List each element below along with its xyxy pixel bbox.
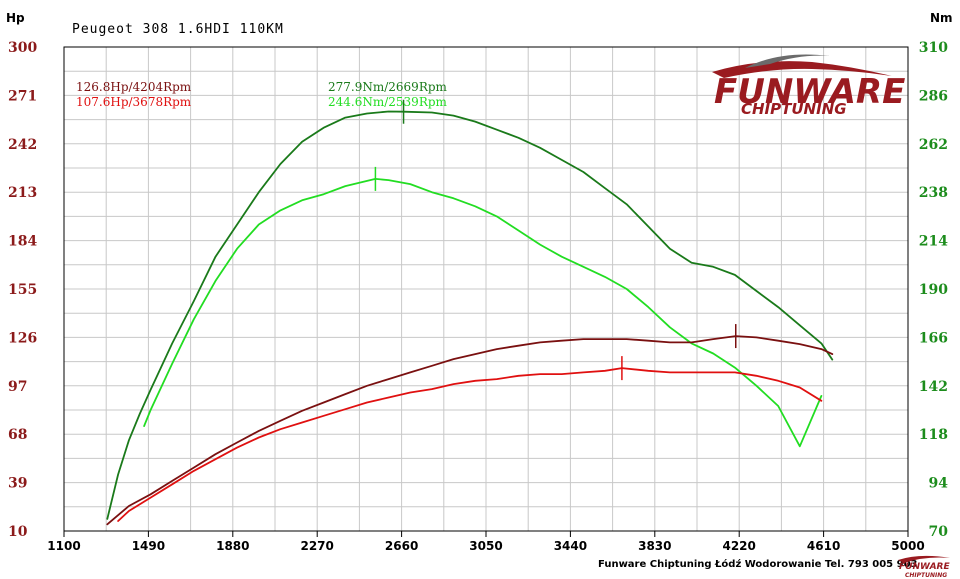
x-tick-label: 1490: [132, 539, 165, 553]
y-right-tick-label: 238: [919, 185, 948, 201]
x-tick-label: 2270: [300, 539, 333, 553]
funware-logo: FUNWARE CHIPTUNING: [712, 54, 905, 118]
y-left-tick-label: 10: [8, 524, 28, 540]
grid: [63, 46, 909, 532]
y-left-tick-label: 300: [8, 40, 37, 56]
x-tick-label: 3830: [638, 539, 671, 553]
series-line-0: [106, 110, 834, 520]
x-tick-label: 3050: [469, 539, 502, 553]
y-left-tick-labels: 10 39 68 97 126 155 184 213 242 271 300: [8, 40, 37, 540]
y-right-tick-label: 190: [919, 282, 948, 298]
y-right-tick-labels: 70 94 118 142 166 190 214 238 262 286 310: [919, 40, 948, 540]
y-left-unit-label: Hp: [6, 11, 25, 25]
x-tick-label: 2660: [385, 539, 418, 553]
y-left-tick-label: 155: [8, 282, 37, 298]
series-layer: [106, 99, 834, 526]
peak-annotations: 126.8Hp/4204Rpm 107.6Hp/3678Rpm 277.9Nm/…: [76, 80, 448, 109]
series-line-2: [106, 335, 834, 526]
logo-sub-text: CHIPTUNING: [741, 100, 847, 118]
annotation-power-tuned: 126.8Hp/4204Rpm: [76, 80, 192, 94]
chart-title: Peugeot 308 1.6HDI 110KM: [72, 22, 284, 37]
series-line-3: [117, 367, 823, 522]
y-left-tick-label: 242: [8, 137, 37, 153]
x-tick-label: 1880: [216, 539, 249, 553]
logo-car-roof: [745, 54, 830, 68]
y-left-tick-label: 271: [8, 88, 37, 104]
logo-main-text: FUNWARE: [714, 72, 905, 112]
x-tick-label: 5000: [891, 539, 924, 553]
y-right-tick-label: 70: [929, 524, 949, 540]
x-tick-label: 4610: [807, 539, 840, 553]
mini-logo-main-text: FUNWARE: [899, 562, 950, 572]
y-right-tick-label: 214: [919, 234, 948, 250]
y-left-tick-label: 97: [8, 379, 27, 395]
y-left-tick-label: 68: [8, 427, 27, 443]
x-tick-labels: 1100 1490 1880 2270 2660 3050 3440 3830 4220 4610…: [47, 531, 925, 553]
y-left-tick-label: 213: [8, 185, 37, 201]
y-right-tick-label: 142: [919, 379, 948, 395]
y-right-unit-label: Nm: [930, 11, 953, 25]
annotation-power-stock: 107.6Hp/3678Rpm: [76, 95, 192, 109]
y-left-tick-label: 184: [8, 234, 37, 250]
footer-text: Funware Chiptuning Łódź Wodorowanie Tel.…: [598, 558, 918, 570]
y-right-tick-label: 166: [919, 330, 948, 346]
y-right-tick-label: 94: [929, 476, 949, 492]
footer-mini-logo: FUNWARE CHIPTUNING: [898, 555, 950, 579]
annotation-torque-tuned: 277.9Nm/2669Rpm: [328, 80, 448, 94]
series-line-1: [143, 177, 823, 448]
y-right-tick-label: 118: [919, 427, 948, 443]
mini-logo-swoosh: [898, 555, 950, 563]
y-left-tick-label: 39: [8, 476, 27, 492]
y-right-tick-label: 262: [919, 137, 948, 153]
y-right-tick-label: 286: [919, 88, 948, 104]
x-tick-label: 3440: [554, 539, 587, 553]
y-left-tick-label: 126: [8, 330, 37, 346]
x-tick-label: 1100: [47, 539, 80, 553]
mini-logo-sub-text: CHIPTUNING: [905, 572, 947, 579]
x-tick-label: 4220: [722, 539, 755, 553]
y-right-tick-label: 310: [919, 40, 948, 56]
annotation-torque-stock: 244.6Nm/2539Rpm: [328, 95, 448, 109]
